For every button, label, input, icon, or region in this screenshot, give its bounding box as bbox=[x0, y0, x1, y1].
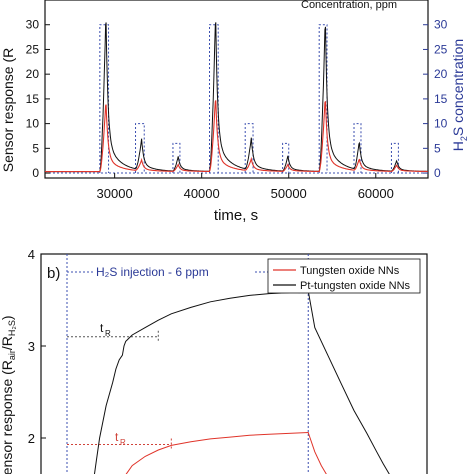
panel-a-y-tick-label-right-0: 0 bbox=[434, 166, 441, 180]
panel-b: 2 3 4 b) H₂S injection - 6 ppm Sensor resp… bbox=[0, 247, 428, 474]
panel-b-series bbox=[93, 290, 390, 474]
panel-a-pulse-5 bbox=[282, 142, 290, 174]
panel-b-tr-black-label: t R bbox=[100, 321, 111, 338]
panel-b-tr-red-label: t R bbox=[115, 430, 126, 447]
panel-a-series-black bbox=[45, 22, 428, 173]
panel-a-y-tick-label-left-5: 25 bbox=[26, 42, 40, 56]
panel-a-series-red bbox=[45, 100, 428, 173]
panel-a-pulse-7 bbox=[353, 123, 362, 174]
panel-a: 30000 40000 50000 60000 0 5 10 15 20 25 30 0 5 10 15… bbox=[0, 0, 469, 224]
panel-a-y-ticks-right: 0 5 10 15 20 25 30 bbox=[423, 18, 448, 180]
panel-b-legend: Tungsten oxide NNs Pt-tungsten oxide NNs bbox=[267, 258, 421, 294]
panel-a-x-tick-label-0: 30000 bbox=[97, 186, 133, 201]
panel-a-y-tick-label-right-5: 25 bbox=[434, 42, 448, 56]
panel-b-label: b) bbox=[47, 265, 60, 282]
panel-a-y-label-right-sub: 2 bbox=[459, 136, 469, 141]
panel-a-y-tick-label-right-6: 30 bbox=[434, 18, 448, 32]
panel-b-y-ticks: 2 3 4 bbox=[28, 247, 46, 446]
panel-b-y-tick-label-2: 4 bbox=[28, 247, 35, 262]
panel-b-y-label-sub2: H₂S bbox=[7, 320, 17, 336]
panel-b-tr-red-sub: R bbox=[120, 438, 126, 447]
panel-a-x-tick-label-3: 60000 bbox=[358, 186, 394, 201]
panel-a-x-tick-label-2: 50000 bbox=[271, 186, 307, 201]
panel-b-tr-black-t: t bbox=[100, 321, 104, 335]
panel-a-series bbox=[45, 22, 428, 173]
panel-a-x-ticks: 30000 40000 50000 60000 bbox=[97, 173, 394, 201]
panel-b-y-label-a: Sensor response (R bbox=[0, 360, 15, 474]
panel-a-pulse-6 bbox=[318, 24, 328, 174]
panel-a-y-tick-label-left-4: 20 bbox=[26, 67, 40, 81]
panel-a-pulse-2 bbox=[172, 142, 181, 174]
panel-b-plot-frame bbox=[40, 253, 428, 474]
panel-b-series-black bbox=[93, 290, 390, 474]
panel-a-pulse-4 bbox=[244, 123, 254, 174]
panel-a-y-tick-label-left-3: 15 bbox=[26, 92, 40, 106]
panel-b-legend-label-red: Tungsten oxide NNs bbox=[300, 265, 400, 277]
panel-a-y-label-right-h: H bbox=[450, 141, 466, 151]
panel-a-pulse-8 bbox=[390, 142, 399, 174]
panel-b-tr-red-t: t bbox=[115, 430, 119, 444]
panel-b-y-label-sub: air bbox=[7, 350, 17, 360]
panel-b-legend-box bbox=[267, 258, 421, 294]
panel-a-y-tick-label-left-6: 30 bbox=[26, 18, 40, 32]
panel-a-pulse-0 bbox=[99, 24, 110, 174]
panel-a-pulses bbox=[45, 24, 428, 174]
panel-a-pulse-1 bbox=[135, 123, 145, 174]
panel-a-y-tick-label-left-0: 0 bbox=[32, 166, 39, 180]
panel-b-y-tick-label-0: 2 bbox=[28, 431, 35, 446]
panel-a-y-tick-label-right-4: 20 bbox=[434, 67, 448, 81]
panel-a-y-tick-label-right-2: 10 bbox=[434, 117, 448, 131]
panel-a-y-tick-label-left-1: 5 bbox=[32, 141, 39, 155]
panel-b-y-tick-label-1: 3 bbox=[28, 339, 35, 354]
panel-b-y-label-sep: /R bbox=[0, 336, 15, 350]
panel-a-y-label-right-rest: S concentration bbox=[450, 39, 466, 136]
panel-a-pulse-3 bbox=[209, 24, 219, 174]
panel-b-annotation: H₂S injection - 6 ppm bbox=[96, 265, 209, 279]
panel-a-y-label-left: Sensor response (R bbox=[0, 48, 16, 173]
panel-b-tr-black-sub: R bbox=[105, 329, 111, 338]
panel-b-legend-label-black: Pt-tungsten oxide NNs bbox=[300, 280, 411, 292]
panel-b-series-red bbox=[125, 431, 327, 474]
panel-a-y-tick-label-right-3: 15 bbox=[434, 92, 448, 106]
panel-a-x-tick-label-1: 40000 bbox=[184, 186, 220, 201]
panel-b-y-label: Sensor response (Rair/RH₂S) bbox=[0, 315, 17, 474]
panel-a-legend-fragment: Concentration, ppm bbox=[301, 0, 397, 11]
panel-a-plot-frame bbox=[44, 0, 429, 179]
panel-a-y-tick-label-left-2: 10 bbox=[26, 117, 40, 131]
panel-a-y-ticks-left: 0 5 10 15 20 25 30 bbox=[26, 18, 50, 180]
panel-a-x-label: time, s bbox=[214, 207, 258, 224]
panel-a-y-tick-label-right-1: 5 bbox=[434, 141, 441, 155]
panel-a-y-label-right: H2S concentration bbox=[450, 39, 469, 151]
panel-b-y-label-end: ) bbox=[0, 315, 15, 320]
